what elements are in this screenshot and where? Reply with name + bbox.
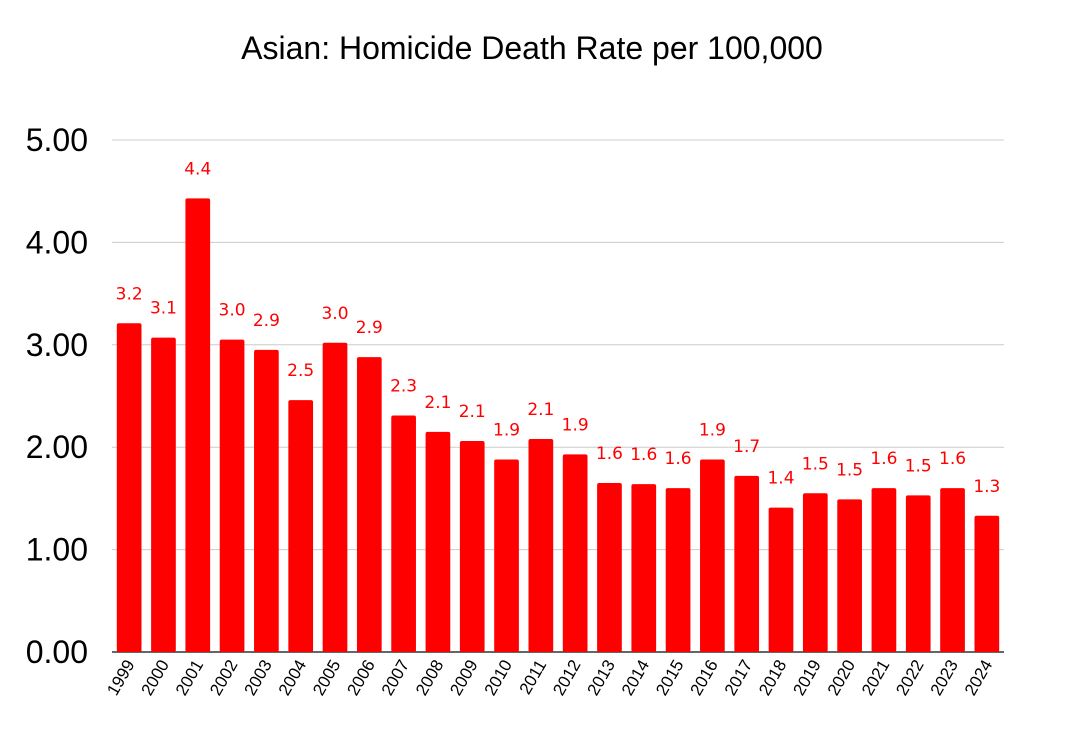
bar-2022 xyxy=(905,495,931,652)
x-tick-label-2008: 2008 xyxy=(412,657,447,699)
bar-2015 xyxy=(665,488,691,652)
x-tick-label-2013: 2013 xyxy=(584,657,619,699)
y-tick-label: 0.00 xyxy=(26,634,88,670)
data-label-2017: 1.7 xyxy=(733,437,760,457)
x-tick-label-2016: 2016 xyxy=(686,657,721,699)
bar-2013 xyxy=(597,483,622,652)
x-tick-label-2009: 2009 xyxy=(446,657,481,699)
bar-2001 xyxy=(185,198,211,653)
y-tick-label: 1.00 xyxy=(26,532,88,568)
x-tick-label-2024: 2024 xyxy=(961,657,996,699)
y-tick-label: 2.00 xyxy=(26,429,88,465)
x-tick-label-2002: 2002 xyxy=(206,657,241,699)
data-label-2014: 1.6 xyxy=(630,445,657,465)
x-tick-label-2004: 2004 xyxy=(275,657,310,699)
data-label-2024: 1.3 xyxy=(973,477,1000,497)
y-tick-label: 4.00 xyxy=(26,224,88,260)
bar-2005 xyxy=(322,342,348,652)
x-tick-label-2020: 2020 xyxy=(824,657,859,699)
x-tick-label-2015: 2015 xyxy=(652,657,687,699)
data-label-2023: 1.6 xyxy=(939,449,966,469)
data-label-2000: 3.1 xyxy=(150,299,177,319)
bar-2008 xyxy=(425,431,451,652)
bar-2007 xyxy=(391,415,416,652)
data-label-2009: 2.1 xyxy=(459,402,486,422)
data-label-2012: 1.9 xyxy=(562,415,589,435)
bar-2018 xyxy=(768,507,794,652)
x-tick-label-2018: 2018 xyxy=(755,657,790,699)
bar-2016 xyxy=(700,459,725,652)
bar-1999 xyxy=(116,323,142,652)
data-label-2006: 2.9 xyxy=(356,318,383,338)
x-tick-label-2014: 2014 xyxy=(618,657,653,699)
x-tick-label-2017: 2017 xyxy=(721,657,756,699)
data-label-2003: 2.9 xyxy=(253,311,280,331)
data-label-2022: 1.5 xyxy=(905,456,932,476)
bar-2014 xyxy=(631,484,657,652)
bar-2010 xyxy=(494,459,519,652)
x-tick-label-2011: 2011 xyxy=(516,657,551,698)
bar-2006 xyxy=(356,357,382,652)
bar-2009 xyxy=(459,441,485,652)
x-tick-label-2021: 2021 xyxy=(858,657,893,699)
data-label-2008: 2.1 xyxy=(424,393,451,413)
data-label-2021: 1.6 xyxy=(870,449,897,469)
data-label-2013: 1.6 xyxy=(596,444,623,464)
bar-2020 xyxy=(837,499,862,652)
x-tick-label-2007: 2007 xyxy=(378,657,413,699)
chart-title: Asian: Homicide Death Rate per 100,000 xyxy=(241,30,823,66)
x-tick-label-2023: 2023 xyxy=(927,657,962,699)
bar-2021 xyxy=(871,488,897,652)
data-label-2018: 1.4 xyxy=(767,469,794,489)
data-label-2010: 1.9 xyxy=(493,420,520,440)
data-label-2001: 4.4 xyxy=(184,159,211,179)
bar-2023 xyxy=(940,488,965,652)
x-tick-label-2006: 2006 xyxy=(343,657,378,699)
data-label-2005: 3.0 xyxy=(321,304,348,324)
bar-2011 xyxy=(528,439,554,652)
x-tick-label-2012: 2012 xyxy=(549,657,584,699)
data-label-2015: 1.6 xyxy=(665,449,692,469)
bar-2019 xyxy=(802,493,828,652)
data-label-2002: 3.0 xyxy=(219,301,246,321)
x-tick-label-2019: 2019 xyxy=(789,657,824,699)
bar-2000 xyxy=(151,337,176,652)
data-label-2011: 2.1 xyxy=(527,400,554,420)
x-tick-label-2005: 2005 xyxy=(309,657,344,699)
bar-2017 xyxy=(734,475,760,652)
bar-2004 xyxy=(288,400,314,652)
data-label-2020: 1.5 xyxy=(836,460,863,480)
data-label-2004: 2.5 xyxy=(287,361,314,381)
bar-2012 xyxy=(562,454,588,652)
y-tick-label: 5.00 xyxy=(26,122,88,158)
y-tick-label: 3.00 xyxy=(26,327,88,363)
bar-2024 xyxy=(974,515,1000,652)
x-tick-label-2001: 2001 xyxy=(172,657,207,699)
x-tick-label-2000: 2000 xyxy=(138,657,173,699)
data-label-2016: 1.9 xyxy=(699,420,726,440)
data-label-2019: 1.5 xyxy=(802,454,829,474)
data-label-1999: 3.2 xyxy=(116,284,143,304)
x-tick-label-1999: 1999 xyxy=(103,657,138,699)
x-tick-label-2003: 2003 xyxy=(240,657,275,699)
bar-2003 xyxy=(254,349,279,652)
data-label-2007: 2.3 xyxy=(390,376,417,396)
x-tick-label-2022: 2022 xyxy=(892,657,927,699)
bar-2002 xyxy=(219,339,245,652)
x-tick-label-2010: 2010 xyxy=(481,657,516,699)
